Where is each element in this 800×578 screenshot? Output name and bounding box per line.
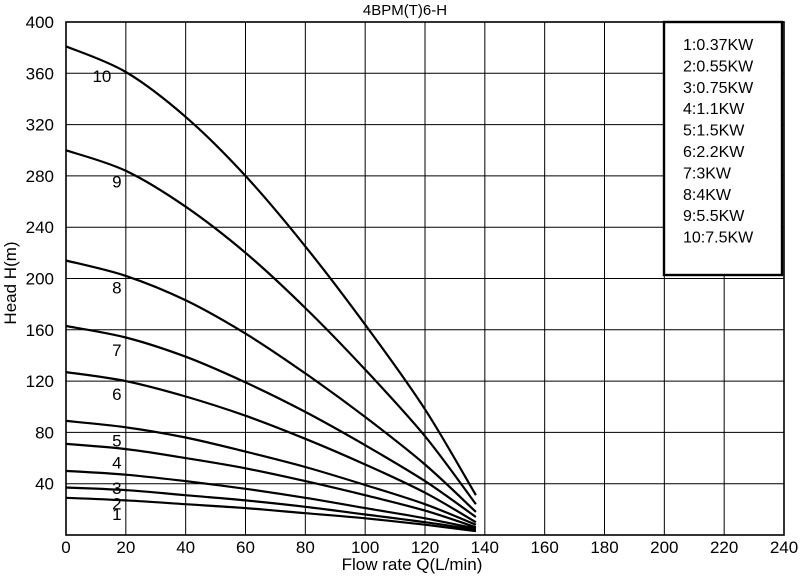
y-tick-label: 40	[35, 475, 54, 494]
curve-9	[65, 149, 477, 505]
x-tick-label: 240	[770, 538, 798, 557]
x-tick-label: 180	[590, 538, 618, 557]
y-tick-label: 280	[26, 167, 54, 186]
legend-item: 6:2.2KW	[683, 144, 745, 161]
y-tick-label: 320	[26, 116, 54, 135]
legend-item: 3:0.75KW	[683, 80, 754, 97]
curve-label-4: 4	[112, 453, 121, 472]
curve-8	[65, 259, 477, 513]
legend-item: 2:0.55KW	[683, 58, 754, 75]
curve-5	[65, 419, 477, 526]
legend-item: 4:1.1KW	[683, 101, 745, 118]
x-tick-label: 40	[176, 538, 195, 557]
curve-4	[65, 442, 477, 529]
y-axis-label: Head H(m)	[1, 241, 20, 324]
x-tick-label: 0	[61, 538, 70, 557]
legend-item: 10:7.5KW	[683, 230, 754, 247]
curve-2	[65, 486, 477, 531]
curve-label-8: 8	[112, 279, 121, 298]
x-tick-label: 80	[296, 538, 315, 557]
x-tick-label: 220	[710, 538, 738, 557]
curve-label-6: 6	[112, 385, 121, 404]
legend-item: 1:0.37KW	[683, 37, 754, 54]
x-tick-label: 100	[351, 538, 379, 557]
curve-label-9: 9	[112, 173, 121, 192]
x-tick-labels: 0 20 40 60 80 100 120 140 160 180 200 220 240	[61, 538, 798, 557]
chart-title: 4BPM(T)6-H	[363, 2, 447, 19]
curve-label-1: 1	[112, 505, 121, 524]
y-tick-label: 120	[26, 372, 54, 391]
curve-label-10: 10	[92, 67, 111, 86]
curve-labels-group: 123 4 5 6 7 8 9 10	[92, 67, 121, 524]
x-tick-label: 160	[530, 538, 558, 557]
y-tick-label: 400	[26, 13, 54, 32]
curves-group	[65, 45, 477, 533]
y-tick-label: 360	[26, 64, 54, 83]
curve-3	[65, 469, 477, 530]
plot-frame	[65, 21, 785, 536]
curve-label-5: 5	[112, 431, 121, 450]
y-tick-labels: 40 80 120 160 200 240 280 320 360 400	[26, 13, 54, 494]
legend-item: 7:3KW	[683, 165, 732, 182]
curve-label-7: 7	[112, 341, 121, 360]
x-tick-label: 140	[471, 538, 499, 557]
legend-item: 9:5.5KW	[683, 208, 745, 225]
curve-label-3: 3	[112, 479, 121, 498]
legend-item: 5:1.5KW	[683, 123, 745, 140]
curve-label-2: 2	[112, 495, 121, 514]
y-tick-label: 80	[35, 423, 54, 442]
y-tick-label: 240	[26, 218, 54, 237]
legend-box	[662, 20, 784, 277]
y-tick-label: 160	[26, 321, 54, 340]
x-tick-label: 120	[411, 538, 439, 557]
curve-6	[65, 371, 477, 524]
x-axis-label: Flow rate Q(L/min)	[342, 555, 483, 574]
x-tick-label: 60	[236, 538, 255, 557]
legend: 1:0.37KW 2:0.55KW 3:0.75KW 4:1.1KW 5:1.5KW 6:…	[662, 20, 784, 277]
curve-10	[65, 45, 477, 496]
y-tick-label: 200	[26, 270, 54, 289]
legend-items: 1:0.37KW 2:0.55KW 3:0.75KW 4:1.1KW 5:1.5KW 6:…	[683, 37, 754, 247]
x-tick-label: 20	[116, 538, 135, 557]
legend-item: 8:4KW	[683, 187, 732, 204]
x-tick-label: 200	[650, 538, 678, 557]
curve-7	[65, 324, 477, 518]
curve-1	[65, 496, 477, 533]
